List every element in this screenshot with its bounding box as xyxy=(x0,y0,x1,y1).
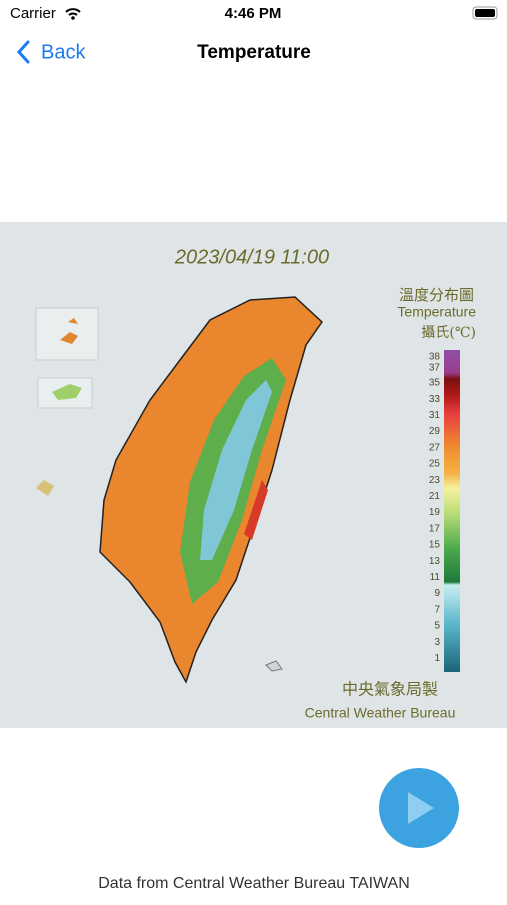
legend-label: 21 xyxy=(429,491,441,502)
temperature-map: 2023/04/19 11:00 溫度分布圖 Temperature 攝氏(℃)… xyxy=(0,222,507,728)
legend-label: 27 xyxy=(429,442,441,453)
legend-label: 1 xyxy=(434,653,440,664)
legend-label: 17 xyxy=(429,523,441,534)
clock: 4:46 PM xyxy=(225,5,282,22)
wifi-icon xyxy=(65,8,81,16)
carrier: Carrier xyxy=(10,5,56,22)
legend-label: 13 xyxy=(429,556,441,567)
island xyxy=(60,318,78,344)
play-button[interactable] xyxy=(379,768,459,848)
play-icon xyxy=(408,792,434,824)
nav-title: Temperature xyxy=(197,42,311,63)
legend-label: 33 xyxy=(429,394,441,405)
legend-label: 38 xyxy=(429,352,441,363)
back-label[interactable]: Back xyxy=(41,41,86,63)
legend-label: 25 xyxy=(429,459,441,470)
legend-label: 11 xyxy=(430,572,441,583)
island xyxy=(265,660,283,672)
inset-box xyxy=(35,307,99,361)
credit-en: Central Weather Bureau xyxy=(305,705,456,721)
map-date: 2023/04/19 11:00 xyxy=(174,246,329,268)
legend-label: 23 xyxy=(429,475,441,486)
island xyxy=(52,384,82,400)
island xyxy=(36,480,54,496)
legend-label: 29 xyxy=(429,426,441,437)
hot-zone xyxy=(244,480,268,540)
map-title-zh: 溫度分布圖 xyxy=(399,286,474,304)
footer: Data from Central Weather Bureau TAIWAN xyxy=(98,875,410,892)
wifi-dot xyxy=(71,16,75,20)
legend-label: 5 xyxy=(434,621,440,632)
legend-label: 15 xyxy=(429,540,441,551)
back-chevron xyxy=(16,40,30,64)
legend-label: 3 xyxy=(434,637,440,648)
legend-label: 7 xyxy=(434,604,440,615)
legend-label: 35 xyxy=(429,378,441,389)
high-mountain-zone xyxy=(200,380,272,560)
legend-color-bar xyxy=(444,350,460,672)
credit-zh: 中央氣象局製 xyxy=(342,680,438,699)
legend-label: 9 xyxy=(434,588,440,599)
back-button[interactable]: Back xyxy=(16,40,86,64)
legend-label: 37 xyxy=(429,363,441,374)
battery xyxy=(472,6,498,20)
map-unit: 攝氏(℃) xyxy=(421,325,476,341)
legend-label: 31 xyxy=(429,410,441,421)
map-title-en: Temperature xyxy=(397,304,476,320)
battery-level xyxy=(475,9,495,17)
legend-label: 19 xyxy=(429,507,441,518)
